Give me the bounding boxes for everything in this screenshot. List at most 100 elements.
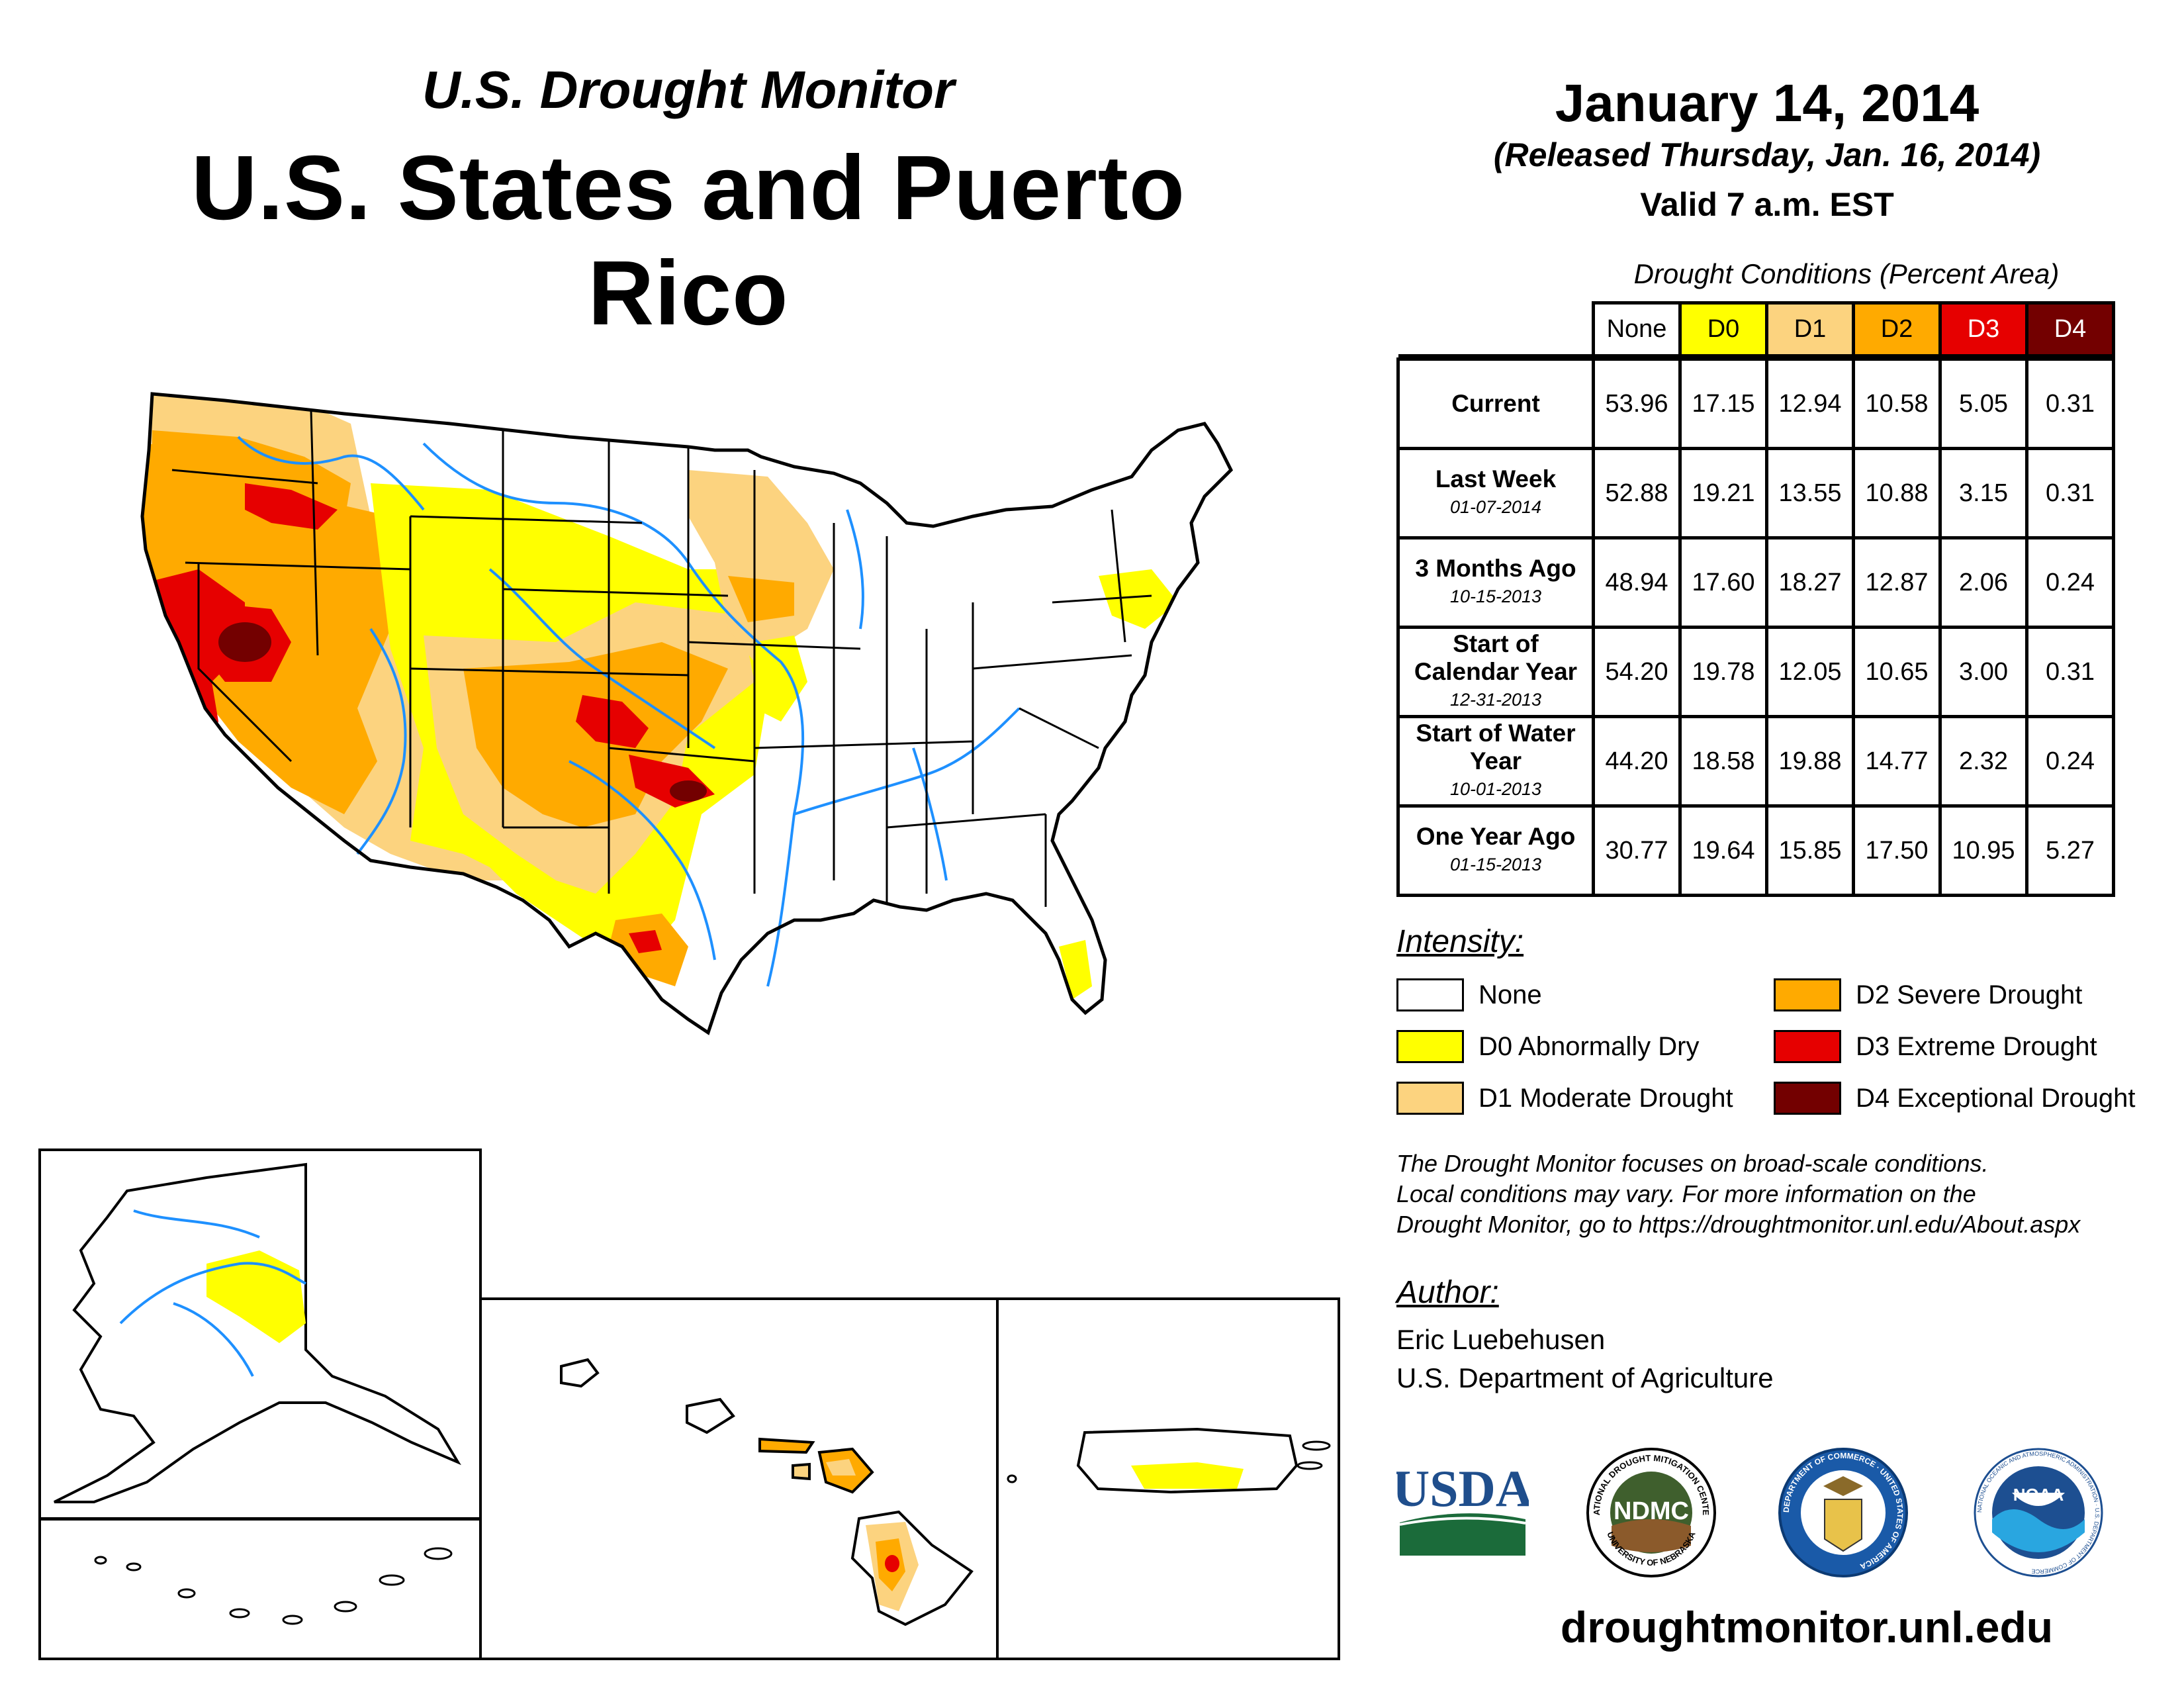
alaska-land [54,1162,461,1503]
aleutians-map [94,1547,453,1625]
disclaimer-text: The Drought Monitor focuses on broad-sca… [1396,1149,2124,1240]
col-d4: D4 [2025,301,2115,357]
cell-value: 52.88 [1592,447,1682,539]
table-row: One Year Ago 01-15-2013 30.77 19.64 15.85… [1396,804,2115,897]
cell-value: 54.20 [1592,626,1682,718]
d0-midwest [754,635,807,722]
cell-value: 0.31 [2025,357,2115,450]
molokai [758,1437,815,1454]
alaska-inset [38,1149,482,1521]
puerto-rico-d0 [1131,1462,1244,1489]
cell-value: 3.15 [1938,447,2028,539]
hawaii-inset [479,1297,999,1660]
d4-nevada [218,622,271,662]
table-header-row: None D0 D1 D2 D3 D4 [1398,301,2115,357]
col-d2: D2 [1852,301,1942,357]
d0-florida [1059,940,1092,1000]
legend-item-d0: D0 Abnormally Dry [1396,1028,1699,1065]
cell-value: 30.77 [1592,804,1682,897]
legend-swatch [1396,1082,1464,1115]
d3-texas [629,930,662,953]
aleutians-inset [38,1518,482,1660]
alaska-d0 [206,1250,306,1343]
table-corner [1398,303,1594,356]
legend-title: Intensity: [1396,924,1524,959]
release-date: (Released Thursday, Jan. 16, 2014) [1493,136,2041,173]
legend-item-d4: D4 Exceptional Drought [1774,1080,2135,1117]
legend-swatch [1774,1030,1841,1063]
cell-value: 2.06 [1938,536,2028,629]
puerto-rico-land [1076,1427,1298,1494]
aleutian-islands [94,1547,453,1625]
cell-value: 13.55 [1765,447,1855,539]
cell-value: 0.31 [2025,447,2115,539]
table-row: Start of Calendar Year 12-31-2013 54.20 1… [1396,626,2115,718]
kauai [560,1358,600,1388]
table-row: 3 Months Ago 10-15-2013 48.94 17.60 18.27… [1396,536,2115,629]
legend-label: None [1479,980,1542,1009]
author-org: U.S. Department of Agriculture [1396,1362,1774,1393]
cell-value: 10.95 [1938,804,2028,897]
noaa-logo: NOAA NATIONAL OCEANIC AND ATMOSPHERIC AD… [1974,1448,2103,1577]
d3-southern-plains [576,695,649,748]
d2-iowa [728,576,794,622]
legend-item-d3: D3 Extreme Drought [1774,1028,2097,1065]
col-none: None [1592,301,1682,357]
cell-value: 12.87 [1852,536,1942,629]
row-label: Start of Calendar Year 12-31-2013 [1396,626,1595,718]
table-caption: Drought Conditions (Percent Area) [1633,258,2060,289]
cell-value: 14.77 [1852,715,1942,808]
cell-value: 18.27 [1765,536,1855,629]
legend-swatch [1396,978,1464,1011]
cell-value: 10.88 [1852,447,1942,539]
drought-conditions-table: None D0 D1 D2 D3 D4 Current 53.96 17.15 … [1396,301,2115,897]
map-date: January 14, 2014 [1555,73,1979,132]
legend-label: D3 Extreme Drought [1856,1031,2097,1061]
cell-value: 19.88 [1765,715,1855,808]
cell-value: 3.00 [1938,626,2028,718]
alaska-rivers [119,1209,306,1377]
table-row: Start of Water Year 10-01-2013 44.20 18.5… [1396,715,2115,808]
cell-value: 17.15 [1678,357,1768,450]
cell-value: 17.50 [1852,804,1942,897]
col-d0: D0 [1678,301,1768,357]
col-d1: D1 [1765,301,1855,357]
usda-logo-field [1400,1513,1525,1556]
col-d3: D3 [1938,301,2028,357]
cell-value: 12.05 [1765,626,1855,718]
cell-value: 44.20 [1592,715,1682,808]
author-name: Eric Luebehusen [1396,1324,1606,1355]
state-boundaries [171,410,1152,907]
hawaii-map [560,1358,974,1626]
cell-value: 17.60 [1678,536,1768,629]
legend-item-none: None [1396,976,1542,1013]
legend-item-d1: D1 Moderate Drought [1396,1080,1733,1117]
cell-value: 19.78 [1678,626,1768,718]
puerto-rico-islets [1007,1440,1331,1483]
legend-label: D0 Abnormally Dry [1479,1031,1700,1061]
row-label: One Year Ago 01-15-2013 [1396,804,1595,897]
disclaimer-line: Local conditions may vary. For more info… [1396,1180,1976,1207]
cell-value: 48.94 [1592,536,1682,629]
eagle-icon [1823,1476,1863,1496]
row-label: 3 Months Ago 10-15-2013 [1396,536,1595,629]
valid-time: Valid 7 a.m. EST [1640,186,1894,223]
puerto-rico-map [1007,1427,1331,1494]
legend-label: D4 Exceptional Drought [1856,1083,2136,1113]
oahu [686,1397,735,1434]
cell-value: 53.96 [1592,357,1682,450]
site-url[interactable]: droughtmonitor.unl.edu [1560,1603,2054,1652]
disclaimer-line: Drought Monitor, go to https://droughtmo… [1396,1211,2081,1238]
cell-value: 0.24 [2025,715,2115,808]
conus-drought-map [93,351,1310,1145]
cell-value: 19.21 [1678,447,1768,539]
commerce-seal-logo: DEPARTMENT OF COMMERCE · UNITED STATES O… [1778,1448,1908,1577]
cell-value: 5.27 [2025,804,2115,897]
big-island-d3 [885,1555,899,1572]
legend-swatch [1774,978,1841,1011]
d4-oklahoma [670,780,707,802]
legend-swatch [1396,1030,1464,1063]
cell-value: 15.85 [1765,804,1855,897]
cell-value: 18.58 [1678,715,1768,808]
usda-logo: USDA [1396,1460,1529,1556]
